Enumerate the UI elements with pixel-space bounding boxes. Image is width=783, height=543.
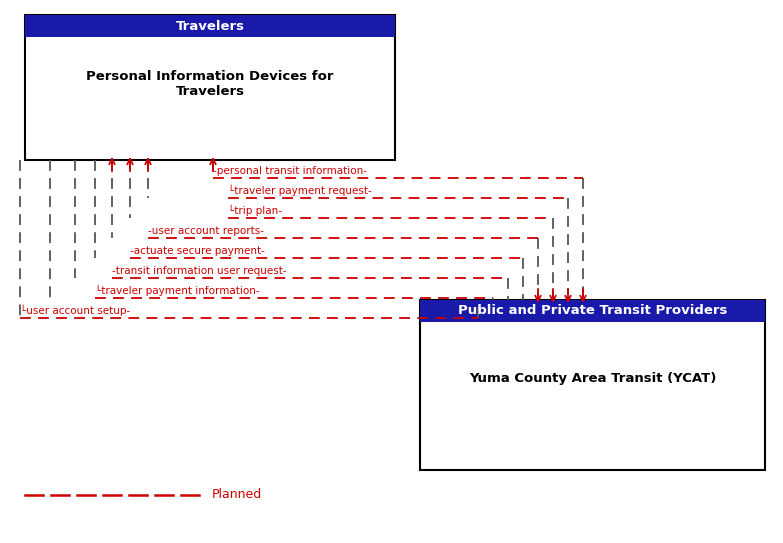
Text: └traveler payment request-: └traveler payment request- [228,185,372,196]
Text: └user account setup-: └user account setup- [20,305,130,316]
Text: Public and Private Transit Providers: Public and Private Transit Providers [458,305,727,318]
Text: -actuate secure payment-: -actuate secure payment- [130,246,265,256]
Text: Personal Information Devices for
Travelers: Personal Information Devices for Travele… [86,70,334,98]
Text: └traveler payment information-: └traveler payment information- [95,285,260,296]
Text: Travelers: Travelers [175,20,244,33]
Bar [420,300,765,470]
Text: -transit information user request-: -transit information user request- [112,266,287,276]
Bar [420,300,765,322]
Text: Planned: Planned [212,489,262,502]
Text: -user account reports-: -user account reports- [148,226,264,236]
Text: Yuma County Area Transit (YCAT): Yuma County Area Transit (YCAT) [469,372,716,385]
Text: └trip plan-: └trip plan- [228,205,282,216]
Bar [25,15,395,160]
Bar [25,15,395,37]
Text: -personal transit information-: -personal transit information- [213,166,367,176]
